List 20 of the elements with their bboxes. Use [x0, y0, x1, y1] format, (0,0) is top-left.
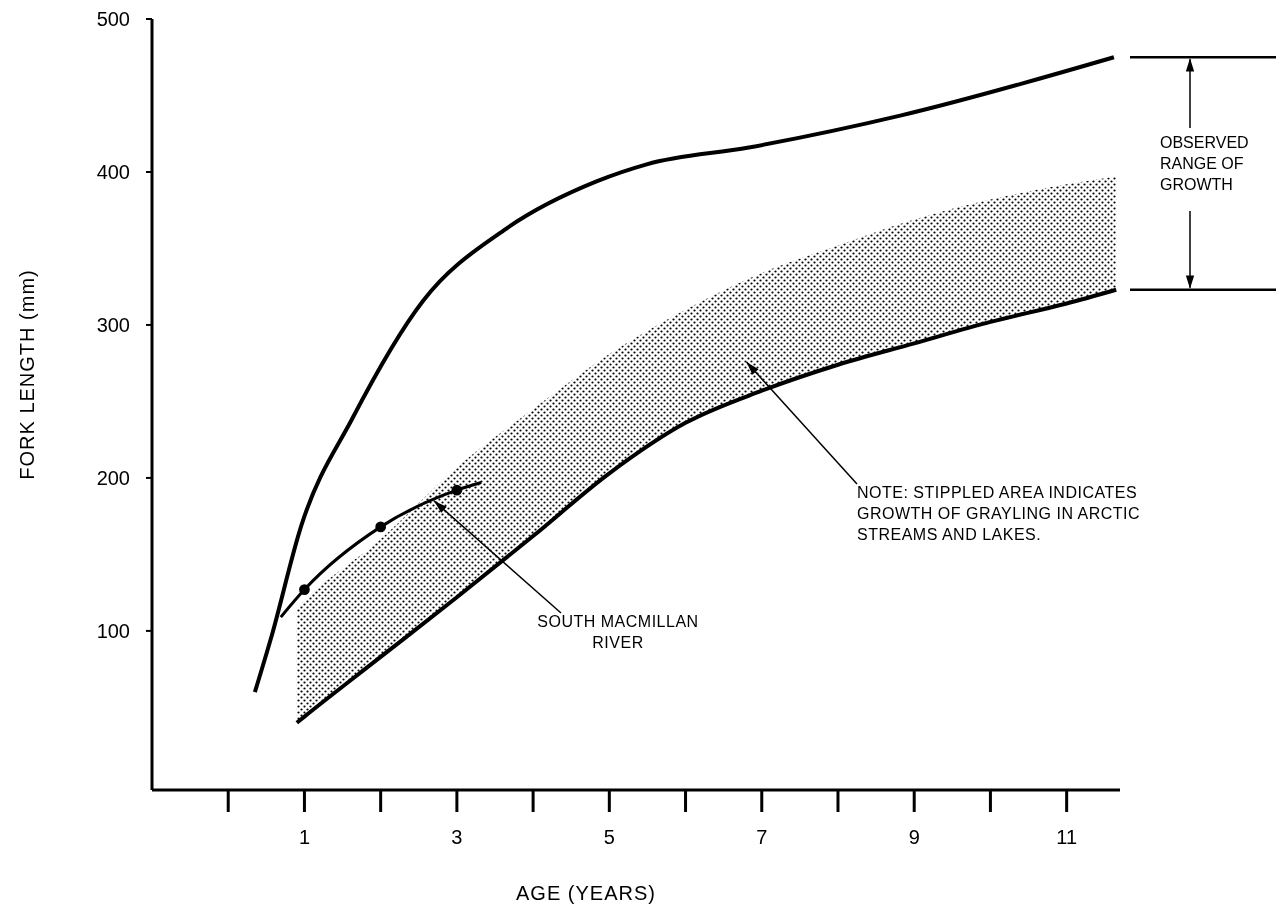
annotation: SOUTH MACMILLAN RIVER	[537, 613, 699, 651]
y-tick-label: 100	[96, 619, 130, 642]
x-axis-title: AGE (YEARS)	[516, 882, 656, 904]
annotation: NOTE: STIPPLED AREA INDICATES GROWTH OF GRAYLING IN ARCTIC STREAMS AND LAKES.	[857, 484, 1141, 543]
x-tick-label: 9	[908, 826, 920, 848]
y-tick-label: 200	[96, 466, 130, 489]
line-series	[279, 481, 483, 619]
x-tick-label: 5	[603, 826, 615, 848]
point	[451, 484, 463, 496]
x-tick-label: 1	[298, 826, 310, 848]
x-tick-label: 3	[451, 826, 463, 848]
x-tick-label: 7	[756, 826, 768, 848]
x-tick-label: 11	[1056, 826, 1078, 848]
y-tick-label: 300	[96, 313, 130, 336]
point	[375, 521, 387, 533]
y-tick-label: 400	[96, 160, 130, 183]
point	[299, 584, 310, 595]
y-axis-title: FORK LENGTH (mm)	[16, 269, 38, 480]
text: OBSERVED RANGE OF GROWTH	[1160, 134, 1249, 194]
y-tick-label: 500	[96, 8, 130, 30]
